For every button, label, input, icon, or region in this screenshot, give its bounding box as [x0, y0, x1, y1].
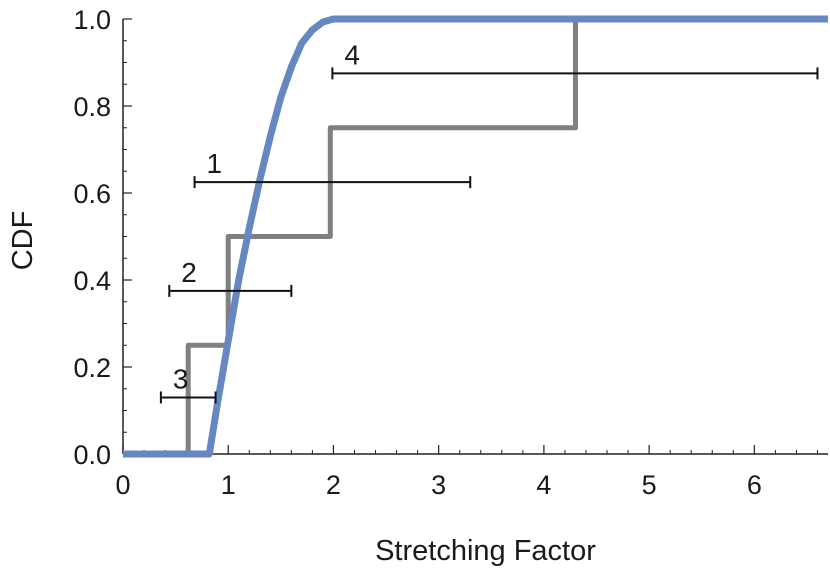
y-tick-label: 0.8 — [73, 92, 111, 122]
interval-label: 1 — [207, 148, 223, 179]
x-tick-label: 2 — [326, 470, 341, 500]
interval-label: 3 — [173, 363, 189, 394]
interval-label: 4 — [344, 39, 360, 70]
y-tick-label: 0.2 — [73, 353, 111, 383]
y-axis-title: CDF — [7, 211, 39, 271]
x-axis-title: Stretching Factor — [375, 535, 596, 567]
y-tick-label: 0.0 — [73, 440, 111, 470]
x-tick-label: 5 — [642, 470, 657, 500]
y-tick-label: 0.6 — [73, 179, 111, 209]
interval-label: 2 — [181, 257, 197, 288]
empirical-step-line — [123, 16, 828, 457]
y-tick-label: 0.4 — [73, 266, 111, 296]
x-tick-label: 6 — [747, 470, 762, 500]
fitted-cdf-curve — [123, 15, 828, 458]
y-tick-label: 1.0 — [73, 5, 111, 35]
x-tick-label: 1 — [221, 470, 236, 500]
x-tick-label: 4 — [536, 470, 551, 500]
x-tick-label: 3 — [431, 470, 446, 500]
x-tick-label: 0 — [115, 470, 130, 500]
